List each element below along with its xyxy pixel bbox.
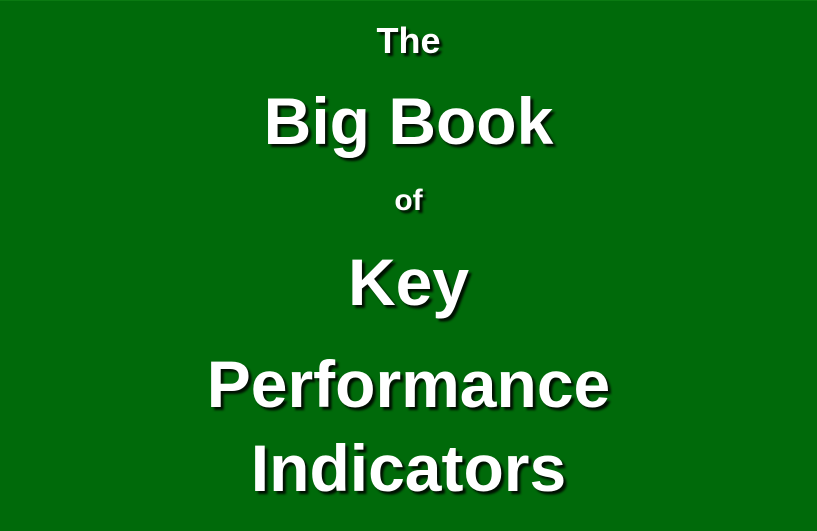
title-line-key: Key	[347, 245, 470, 319]
title-line-of: of	[394, 184, 423, 217]
title-line-big-book: Big Book	[263, 84, 554, 158]
title-line-indicators: Indicators	[250, 431, 567, 505]
title-line-the: The	[376, 20, 441, 61]
title-line-performance: Performance	[206, 347, 611, 421]
